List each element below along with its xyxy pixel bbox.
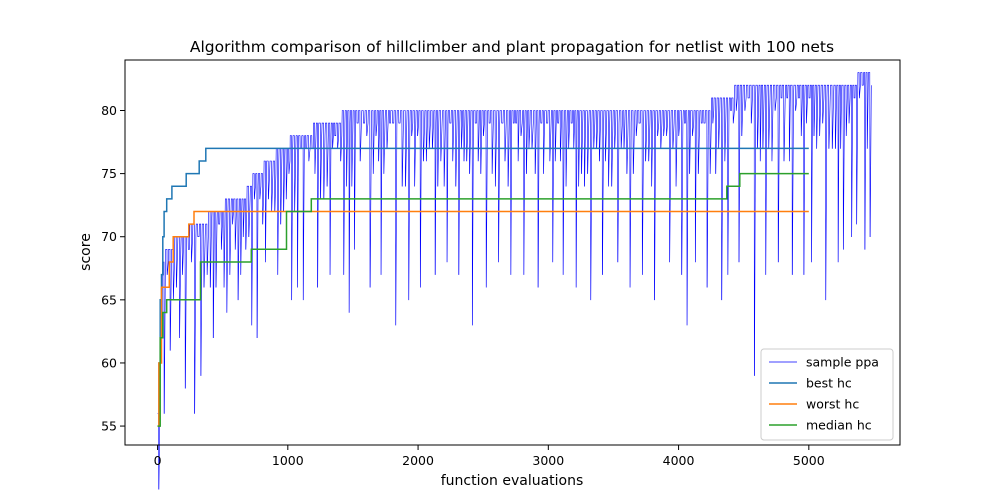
y-axis: 55 60 65 70 75 80: [101, 103, 125, 434]
series-worst-hc-line: [157, 210, 809, 427]
legend: sample ppa best hc worst hc median hc: [760, 348, 894, 441]
x-tick-label: 1000: [272, 453, 304, 468]
y-tick-label: 55: [101, 419, 117, 434]
x-tick-label: 0: [154, 453, 162, 468]
hc-series-layer: [157, 147, 809, 427]
legend-label: median hc: [806, 418, 872, 433]
y-tick-label: 80: [101, 103, 117, 118]
legend-label: worst hc: [806, 397, 859, 412]
y-tick-label: 60: [101, 355, 117, 370]
legend-label: sample ppa: [806, 355, 879, 370]
x-tick-label: 5000: [793, 453, 825, 468]
x-tick-label: 4000: [663, 453, 695, 468]
series-best-hc-line: [157, 147, 809, 427]
y-tick-label: 70: [101, 229, 117, 244]
x-tick-label: 2000: [402, 453, 434, 468]
y-tick-label: 65: [101, 292, 117, 307]
series-median-hc-line: [157, 172, 809, 427]
legend-items: sample ppa best hc worst hc median hc: [769, 355, 879, 433]
x-axis-label: function evaluations: [441, 473, 584, 489]
y-axis-label: score: [78, 233, 94, 271]
y-tick-label: 75: [101, 166, 117, 181]
chart-title: Algorithm comparison of hillclimber and …: [190, 38, 834, 56]
x-axis: 0 1000 2000 3000 4000 5000: [154, 445, 825, 468]
legend-box: [760, 348, 894, 441]
plot-frame: [124, 59, 901, 446]
x-tick-label: 3000: [532, 453, 564, 468]
legend-label: best hc: [806, 376, 852, 391]
